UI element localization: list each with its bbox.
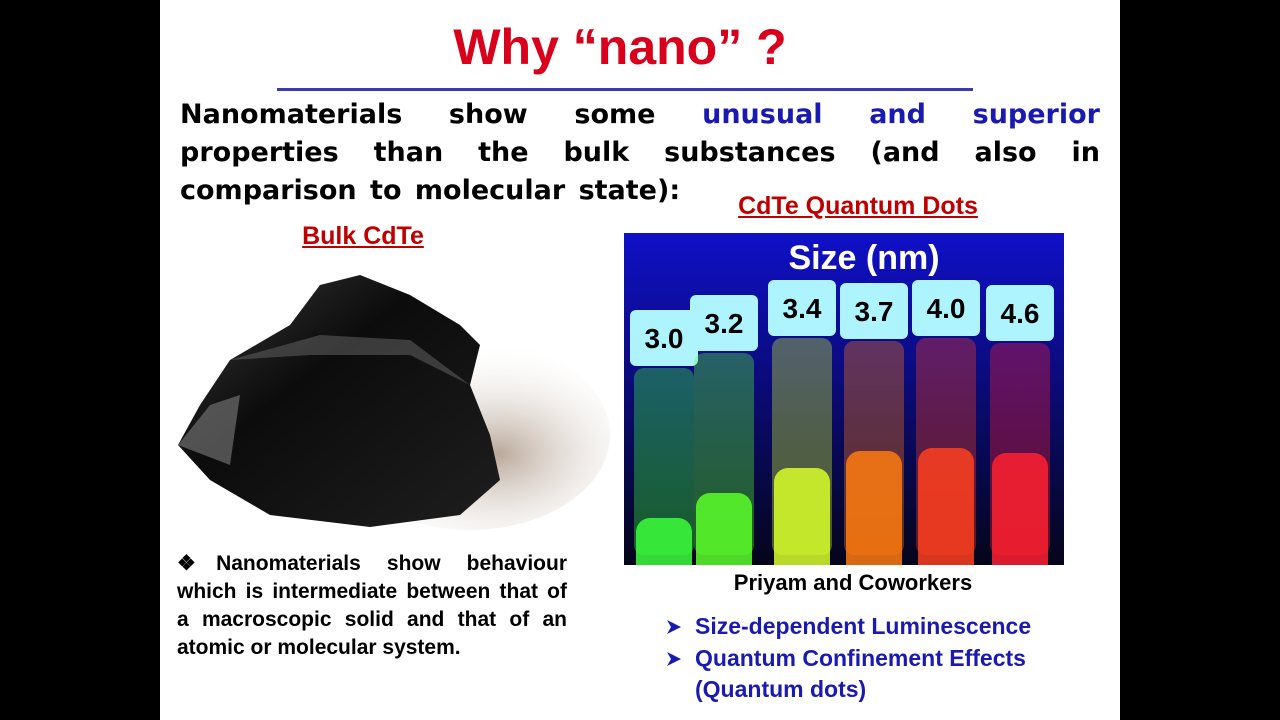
size-label: 3.7: [855, 296, 894, 327]
size-label: 3.0: [645, 323, 684, 354]
vial-liquid: [636, 518, 692, 565]
vial-cap: [986, 285, 1054, 341]
note-text: ❖Nanomaterials show behaviour which is i…: [177, 552, 567, 659]
vial-cap: [690, 295, 758, 351]
size-label: 3.4: [783, 293, 822, 324]
intro-text: Nanomaterials show some unusual and supe…: [180, 96, 1100, 210]
rock: [178, 275, 500, 527]
point-text: Quantum Confinement Effects: [695, 645, 1026, 671]
bulk-caption: Bulk CdTe: [302, 222, 424, 250]
size-label: 4.6: [1001, 298, 1040, 329]
intro-after: properties than the bulk substances (and…: [180, 137, 1100, 206]
vial-cap: [630, 310, 698, 366]
vial-body: [634, 368, 694, 555]
point: Quantum Confinement Effects: [665, 645, 1026, 672]
vial-cap: [768, 280, 836, 336]
sub-point: (Quantum dots): [695, 676, 867, 702]
rock-facet: [230, 335, 470, 385]
rock-facet: [178, 395, 240, 465]
intro-highlight: unusual and superior: [702, 99, 1100, 130]
vial-liquid: [992, 453, 1048, 565]
slide-title: Why “nano” ?: [453, 19, 787, 75]
qd-caption: CdTe Quantum Dots: [738, 192, 978, 220]
intro-before: Nanomaterials show some: [180, 99, 656, 130]
qd-image: Size (nm) 3.0 3.2 3.4 3.7 4.0 4.6: [624, 233, 1064, 565]
size-label: 4.0: [927, 293, 966, 324]
title-rule: [277, 88, 973, 91]
credit: Priyam and Coworkers: [733, 570, 973, 595]
vial-liquid: [846, 451, 902, 565]
point: Size-dependent Luminescence: [665, 613, 1031, 640]
arrow-bullet: [667, 652, 681, 666]
slide: Why “nano” ? Nanomaterials show some unu…: [160, 0, 1120, 720]
vial-cap: [840, 283, 908, 339]
vial-cap: [912, 280, 980, 336]
vial-liquid: [774, 468, 830, 565]
qd-heading: Size (nm): [788, 239, 939, 277]
point-text: Size-dependent Luminescence: [695, 613, 1032, 639]
size-label: 3.2: [705, 308, 744, 339]
vial-liquid: [918, 448, 974, 565]
arrow-bullet: [667, 620, 681, 634]
bulk-image: [178, 275, 610, 530]
vial-liquid: [696, 493, 752, 565]
